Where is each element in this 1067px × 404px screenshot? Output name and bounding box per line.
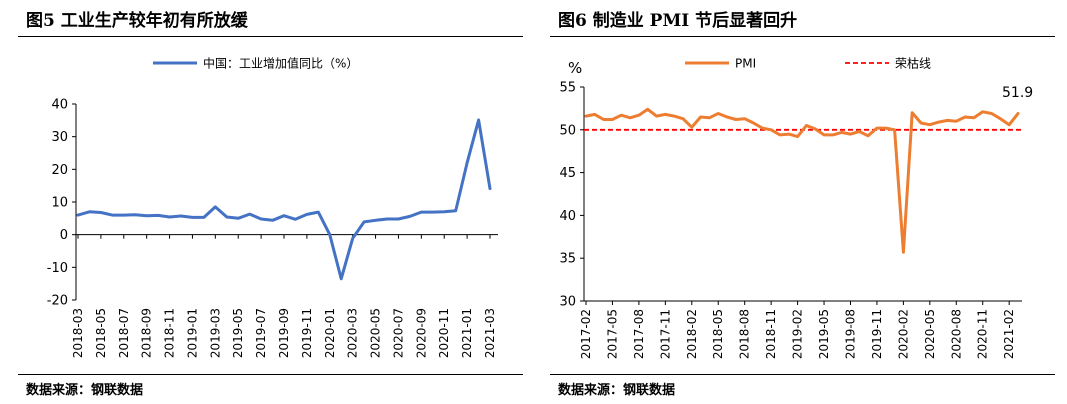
source-divider (550, 374, 1055, 375)
y-tick-label: 40 (559, 209, 576, 224)
x-tick-label: 2020-03 (346, 308, 360, 358)
x-tick-label: 2020-05 (923, 309, 937, 359)
y-axis-unit: % (568, 59, 582, 77)
chart-source: 数据来源：钢联数据 (26, 383, 144, 398)
x-tick-label: 2017-02 (579, 309, 593, 359)
x-tick-label: 2019-05 (231, 308, 245, 358)
x-tick-label: 2018-03 (71, 308, 85, 358)
industrial-production-chart: -20 -10 0 10 20 30 40 2018-03 2018-05 2018-07 2018… (47, 56, 498, 358)
x-tick-label: 2019-02 (791, 309, 805, 359)
pmi-chart: 30 35 40 45 50 55 2017-02 2017-05 2017-08 2017-11… (559, 56, 1033, 360)
x-tick-label: 2018-11 (764, 309, 778, 359)
y-tick-label: 0 (60, 228, 68, 243)
x-tick-label: 2018-05 (94, 308, 108, 358)
x-tick-label: 2018-02 (685, 309, 699, 359)
title-divider (18, 36, 523, 37)
x-tick-label: 2019-11 (870, 309, 884, 359)
data-annotation: 51.9 (1002, 85, 1033, 101)
x-tick-label: 2019-11 (300, 308, 314, 358)
x-tick-label: 2021-03 (483, 308, 497, 358)
x-tick-label: 2018-08 (738, 309, 752, 359)
x-tick-label: 2020-08 (949, 309, 963, 359)
legend-label: 荣枯线 (895, 56, 931, 71)
x-tick-label: 2018-07 (117, 308, 131, 358)
chart-title: 图5 工业生产较年初有所放缓 (26, 11, 248, 31)
legend-label: PMI (735, 57, 756, 71)
x-tick-label: 2017-11 (658, 309, 672, 359)
x-tick-label: 2019-07 (254, 308, 268, 358)
chart-panel-pmi: 图6 制造业 PMI 节后显著回升 30 35 40 45 50 55 2017-02 201… (540, 0, 1060, 404)
title-divider (550, 36, 1055, 37)
x-tick-label: 2018-11 (163, 308, 177, 358)
y-tick-label: 30 (559, 295, 576, 310)
y-tick-label: 30 (51, 130, 68, 145)
chart-title: 图6 制造业 PMI 节后显著回升 (558, 11, 798, 31)
x-tick-label: 2019-05 (817, 309, 831, 359)
x-tick-label: 2021-01 (460, 308, 474, 358)
x-tick-label: 2018-09 (140, 308, 154, 358)
legend-label: 中国：工业增加值同比（%） (203, 56, 358, 71)
chart-panel-industrial-production: 图5 工业生产较年初有所放缓 -20 -10 0 10 20 30 40 2018-03 201… (8, 0, 528, 404)
x-tick-label: 2019-08 (843, 309, 857, 359)
x-tick-label: 2019-03 (208, 308, 222, 358)
y-tick-label: 10 (51, 196, 68, 211)
x-tick-label: 2020-09 (414, 308, 428, 358)
x-tick-label: 2020-05 (369, 308, 383, 358)
x-tick-label: 2019-01 (185, 308, 199, 358)
x-tick-label: 2019-09 (277, 308, 291, 358)
y-tick-label: 45 (559, 166, 576, 181)
series-line (76, 118, 492, 281)
x-tick-label: 2017-05 (605, 309, 619, 359)
series-line (584, 107, 1020, 254)
source-divider (18, 374, 523, 375)
x-tick-label: 2018-05 (711, 309, 725, 359)
y-tick-label: 35 (559, 252, 576, 267)
y-tick-label: 55 (559, 81, 576, 96)
x-tick-label: 2020-07 (391, 308, 405, 358)
y-tick-label: -10 (47, 261, 68, 276)
x-tick-label: 2020-02 (896, 309, 910, 359)
x-tick-label: 2020-11 (976, 309, 990, 359)
y-tick-label: 40 (51, 98, 68, 113)
y-tick-label: 50 (559, 123, 576, 138)
x-tick-label: 2021-02 (1002, 309, 1016, 359)
chart-source: 数据来源：钢联数据 (558, 383, 676, 398)
y-tick-label: 20 (51, 163, 68, 178)
y-tick-label: -20 (47, 294, 68, 309)
x-tick-label: 2020-01 (323, 308, 337, 358)
x-tick-label: 2017-08 (632, 309, 646, 359)
x-tick-label: 2020-11 (437, 308, 451, 358)
